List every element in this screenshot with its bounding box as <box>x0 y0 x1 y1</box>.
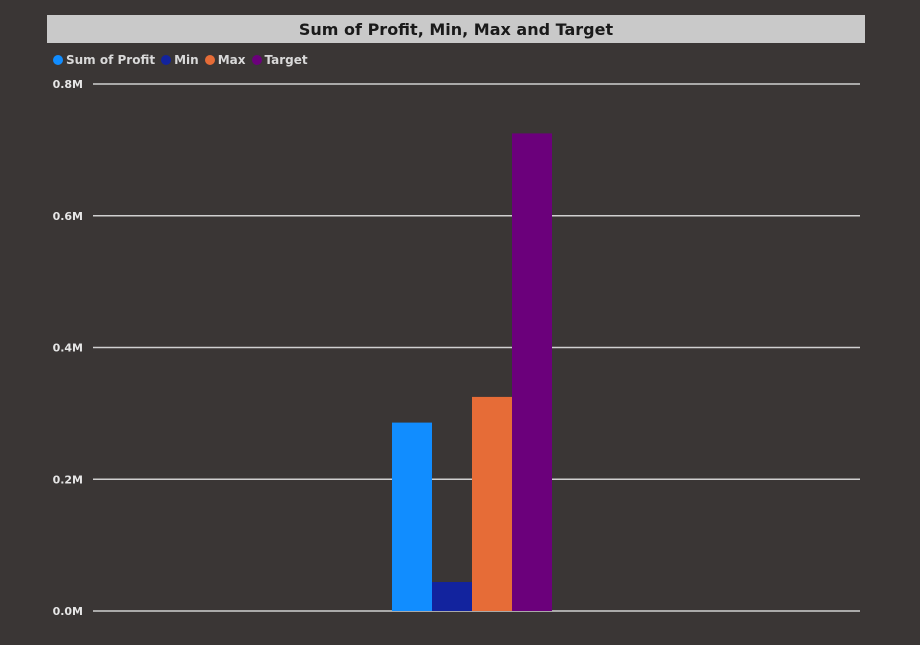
bar-max[interactable] <box>472 396 512 611</box>
y-axis-ticks: 0.0M 0.2M 0.4M 0.6M 0.8M <box>53 78 83 618</box>
bar-target[interactable] <box>512 133 552 611</box>
bar-min[interactable] <box>432 582 472 611</box>
y-tick-label: 0.4M <box>53 342 83 355</box>
legend-item-min[interactable]: Min <box>161 53 199 67</box>
legend-item-max[interactable]: Max <box>204 53 246 67</box>
gridlines <box>93 83 860 612</box>
chart-title: Sum of Profit, Min, Max and Target <box>298 19 614 39</box>
chart-title-bar: Sum of Profit, Min, Max and Target <box>47 15 865 43</box>
legend-dot-icon <box>204 55 215 65</box>
legend-item-sum-of-profit[interactable]: Sum of Profit <box>53 53 155 67</box>
legend-item-target[interactable]: Target <box>251 53 308 67</box>
legend-dot-icon <box>161 55 172 65</box>
y-tick-label: 0.6M <box>53 210 83 223</box>
y-tick-label: 0.8M <box>53 78 83 91</box>
legend-label: Sum of Profit <box>66 53 156 67</box>
y-tick-label: 0.2M <box>53 473 83 486</box>
bar-sum-of-profit[interactable] <box>392 422 432 611</box>
legend-dot-icon <box>53 55 63 65</box>
legend-label: Max <box>217 53 246 67</box>
y-tick-label: 0.0M <box>53 605 83 618</box>
legend-label: Min <box>174 53 199 67</box>
bars <box>392 133 552 611</box>
chart-legend: Sum of Profit Min Max Target <box>53 52 314 68</box>
legend-dot-icon <box>251 55 262 65</box>
legend-label: Target <box>264 53 308 67</box>
